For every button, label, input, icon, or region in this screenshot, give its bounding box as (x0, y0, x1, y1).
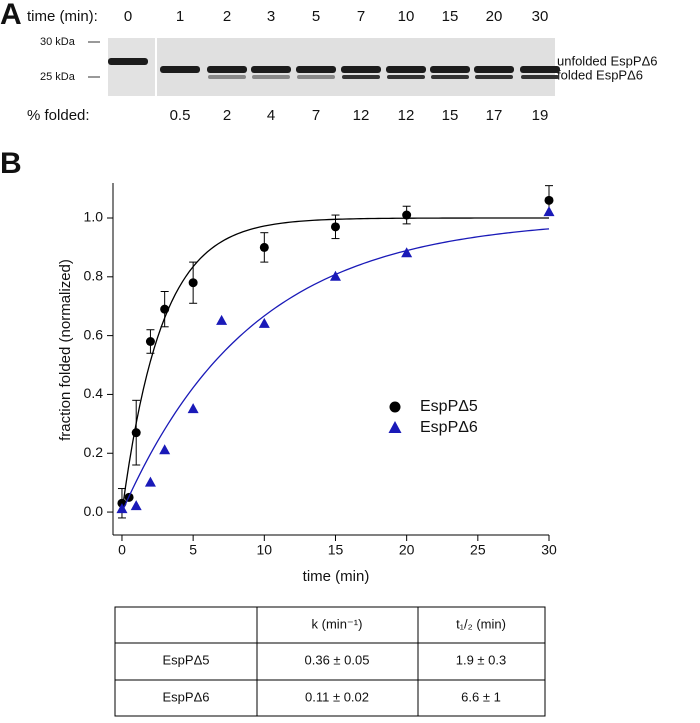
legend-marker (389, 401, 401, 413)
table-cell: 0.36 ± 0.05 (305, 652, 370, 667)
y-tick-label: 1.0 (84, 209, 104, 225)
gel-lane-zero (108, 38, 155, 96)
time-label: 0 (124, 8, 132, 25)
time-label: 7 (357, 8, 365, 25)
data-point (144, 476, 156, 487)
percent-value: 17 (486, 107, 503, 124)
table-header: k (min⁻¹) (312, 616, 363, 631)
data-point (116, 503, 128, 514)
gel-band (386, 66, 426, 73)
gel-band (297, 75, 335, 79)
time-label: 30 (532, 8, 549, 25)
data-point (330, 222, 340, 232)
y-tick-label: 0.0 (84, 503, 104, 519)
table-cell: EspPΔ6 (163, 689, 210, 704)
percent-value: 4 (267, 107, 275, 124)
table-header: t₁/₂ (min) (456, 616, 506, 631)
table-cell: 0.11 ± 0.02 (305, 689, 369, 704)
gel-band (475, 75, 513, 79)
y-tick-label: 0.6 (84, 326, 104, 342)
x-tick-label: 5 (189, 542, 197, 558)
panel-label: B (0, 147, 22, 180)
data-point (216, 314, 228, 325)
panel-label: A (0, 0, 22, 31)
gel-band (520, 66, 560, 73)
percent-label: % folded: (27, 107, 90, 124)
gel-band (160, 66, 200, 73)
gel-band (251, 66, 291, 73)
percent-value: 0.5 (170, 107, 191, 124)
percent-value: 12 (353, 107, 370, 124)
band-label: unfolded EspPΔ6 (557, 53, 657, 68)
marker-label: 30 kDa (40, 36, 76, 48)
gel-band (521, 75, 559, 79)
data-point (401, 247, 413, 258)
data-point (145, 337, 155, 347)
gel-band (108, 58, 148, 65)
gel-band (387, 75, 425, 79)
gel-band (474, 66, 514, 73)
time-label: 15 (442, 8, 459, 25)
table-cell: 1.9 ± 0.3 (456, 652, 507, 667)
percent-value: 7 (312, 107, 320, 124)
fit-curve (121, 217, 550, 513)
data-point (187, 403, 199, 414)
gel-band (252, 75, 290, 79)
table-cell: EspPΔ5 (163, 652, 210, 667)
gel-band (208, 75, 246, 79)
table-cell: 6.6 ± 1 (461, 689, 501, 704)
x-tick-label: 25 (470, 542, 486, 558)
table (114, 606, 546, 717)
data-point (131, 428, 141, 438)
time-label: 3 (267, 8, 275, 25)
data-point (543, 206, 555, 217)
data-point (130, 500, 142, 511)
data-point (259, 242, 269, 252)
time-label: time (min): (27, 8, 98, 25)
gel-band (341, 66, 381, 73)
x-tick-label: 30 (541, 542, 557, 558)
data-point (160, 304, 170, 314)
gel-band (296, 66, 336, 73)
percent-value: 12 (398, 107, 415, 124)
data-point (402, 210, 412, 220)
x-tick-label: 15 (328, 542, 344, 558)
x-tick-label: 20 (399, 542, 415, 558)
x-tick-label: 0 (118, 542, 126, 558)
gel-band (431, 75, 469, 79)
data-point (188, 278, 198, 288)
time-label: 1 (176, 8, 184, 25)
data-point (329, 270, 341, 281)
data-point (544, 195, 554, 205)
time-label: 10 (398, 8, 415, 25)
percent-value: 19 (532, 107, 549, 124)
legend-label: EspPΔ5 (420, 398, 478, 415)
y-tick-label: 0.8 (84, 268, 104, 284)
gel-band (207, 66, 247, 73)
y-tick-label: 0.4 (84, 385, 104, 401)
time-label: 20 (486, 8, 503, 25)
data-point (258, 317, 270, 328)
time-label: 2 (223, 8, 231, 25)
x-tick-label: 10 (257, 542, 273, 558)
gel-band (342, 75, 380, 79)
gel-band (430, 66, 470, 73)
marker-label: 25 kDa (40, 71, 76, 83)
band-label: folded EspPΔ6 (557, 67, 643, 82)
legend-label: EspPΔ6 (420, 419, 478, 436)
x-axis-label: time (min) (303, 568, 370, 585)
percent-value: 2 (223, 107, 231, 124)
y-tick-label: 0.2 (84, 444, 104, 460)
legend-marker (388, 421, 402, 433)
time-label: 5 (312, 8, 320, 25)
percent-value: 15 (442, 107, 459, 124)
y-axis-label: fraction folded (normalized) (57, 259, 74, 441)
data-point (159, 444, 171, 455)
